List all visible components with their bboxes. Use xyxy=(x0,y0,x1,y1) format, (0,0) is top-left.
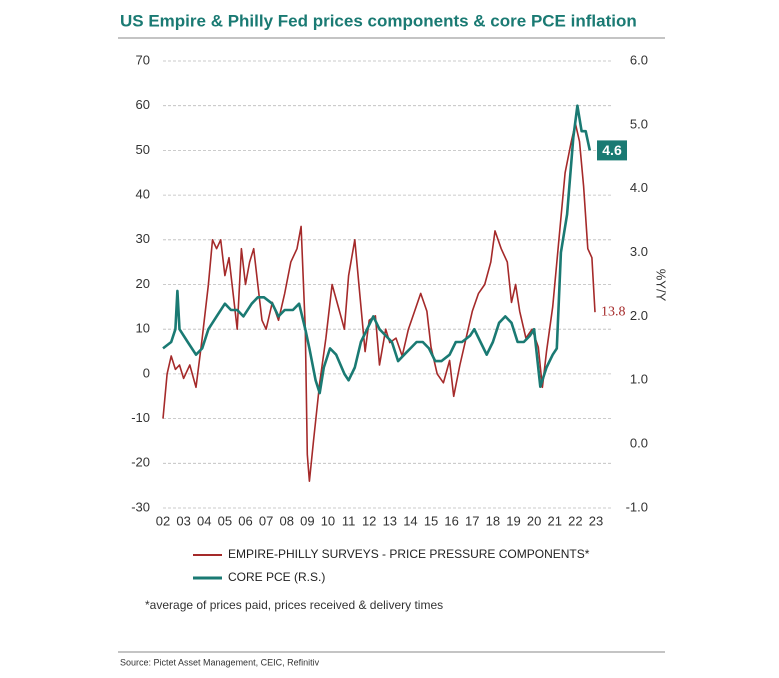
x-tick-label: 19 xyxy=(506,513,520,528)
y-tick-label: 60 xyxy=(136,97,150,112)
x-tick-label: 03 xyxy=(176,513,190,528)
x-tick-label: 14 xyxy=(403,513,417,528)
y-tick-label: -20 xyxy=(131,455,150,470)
x-tick-label: 18 xyxy=(486,513,500,528)
x-tick-label: 22 xyxy=(568,513,582,528)
x-tick-label: 10 xyxy=(321,513,335,528)
x-tick-label: 04 xyxy=(197,513,211,528)
y-tick-label: 40 xyxy=(136,187,150,202)
footnote: *average of prices paid, prices received… xyxy=(145,598,443,612)
x-tick-label: 06 xyxy=(238,513,252,528)
x-tick-label: 17 xyxy=(465,513,479,528)
x-tick-label: 11 xyxy=(342,513,356,528)
series-line xyxy=(162,122,596,482)
y2-tick-label: 0.0 xyxy=(630,436,648,451)
chart-title: US Empire & Philly Fed prices components… xyxy=(120,11,637,30)
x-tick-label: 20 xyxy=(527,513,541,528)
x-tick-label: 16 xyxy=(444,513,458,528)
legend-label: EMPIRE-PHILLY SURVEYS - PRICE PRESSURE C… xyxy=(228,547,590,561)
x-tick-label: 15 xyxy=(424,513,438,528)
y2-tick-label: 3.0 xyxy=(630,244,648,259)
y2-tick-label: 5.0 xyxy=(630,116,648,131)
y2-axis-label: %Y/Y xyxy=(654,269,669,302)
y2-tick-label: 1.0 xyxy=(630,372,648,387)
y-tick-label: 20 xyxy=(136,276,150,291)
x-tick-label: 08 xyxy=(279,513,293,528)
y-tick-label: -30 xyxy=(131,499,150,514)
series-line xyxy=(162,104,592,395)
x-tick-label: 05 xyxy=(218,513,232,528)
y-tick-label: 0 xyxy=(143,365,150,380)
y-tick-label: 50 xyxy=(136,142,150,157)
source: Source: Pictet Asset Management, CEIC, R… xyxy=(120,657,320,667)
y2-tick-label: -1.0 xyxy=(626,499,648,514)
y2-tick-label: 6.0 xyxy=(630,52,648,67)
y-tick-label: -10 xyxy=(131,410,150,425)
x-tick-label: 13 xyxy=(383,513,397,528)
x-tick-label: 07 xyxy=(259,513,273,528)
y2-tick-label: 4.0 xyxy=(630,180,648,195)
y-tick-label: 70 xyxy=(136,52,150,67)
y-tick-label: 10 xyxy=(136,321,150,336)
y2-tick-label: 2.0 xyxy=(630,308,648,323)
legend-label: CORE PCE (R.S.) xyxy=(228,570,325,584)
x-tick-label: 23 xyxy=(589,513,603,528)
x-tick-label: 09 xyxy=(300,513,314,528)
y-tick-label: 30 xyxy=(136,231,150,246)
x-tick-label: 21 xyxy=(548,513,562,528)
x-tick-label: 02 xyxy=(156,513,170,528)
end-label-box xyxy=(597,140,627,161)
end-label: 13.8 xyxy=(601,304,626,319)
x-tick-label: 12 xyxy=(362,513,376,528)
end-label: 4.6 xyxy=(602,142,622,158)
